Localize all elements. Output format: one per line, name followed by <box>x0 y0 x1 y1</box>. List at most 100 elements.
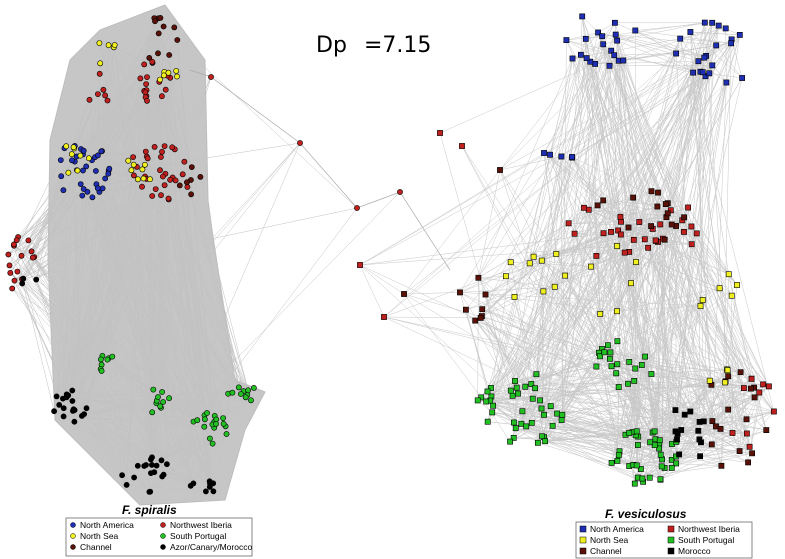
edge <box>131 170 227 435</box>
edge <box>618 45 717 61</box>
edge <box>146 100 156 190</box>
node-northwest-iberia <box>169 144 176 151</box>
node-north-america <box>728 40 734 47</box>
edge <box>649 453 753 478</box>
node-northwest-iberia <box>172 177 179 184</box>
f-spiralis-title: F. spiralis <box>122 503 177 517</box>
edge <box>532 398 539 443</box>
node-south-portugal <box>533 371 540 378</box>
node-north-sea <box>96 40 103 46</box>
node-south-portugal <box>220 415 226 421</box>
edge <box>63 190 233 393</box>
legend-marker <box>70 544 76 550</box>
node-south-portugal <box>648 371 655 377</box>
node-channel <box>479 306 486 313</box>
node-azor-canary-morocco <box>206 478 213 485</box>
edge <box>711 384 767 431</box>
edge <box>721 43 732 466</box>
edge <box>552 425 630 434</box>
node-channel <box>183 179 190 186</box>
edge <box>86 370 102 409</box>
node-south-portugal <box>651 428 658 435</box>
edge <box>72 410 205 427</box>
edge <box>716 45 743 79</box>
node-northwest-iberia <box>645 244 651 251</box>
edge <box>698 430 753 454</box>
node-south-portugal <box>538 405 545 412</box>
node-northwest-iberia <box>144 97 150 104</box>
node-azor-canary-morocco <box>678 427 685 433</box>
edge <box>702 299 741 373</box>
node-south-portugal <box>512 378 518 384</box>
edge <box>629 247 649 253</box>
edge <box>537 442 650 478</box>
node-channel <box>718 462 725 469</box>
edge <box>60 176 64 409</box>
edge <box>35 146 67 280</box>
node-north-sea <box>734 282 740 288</box>
edge <box>383 316 617 374</box>
node-northwest-iberia <box>208 74 214 80</box>
edge <box>536 291 544 375</box>
edge <box>647 247 775 412</box>
node-north-america <box>608 47 615 54</box>
edge <box>675 53 699 431</box>
edge <box>623 53 677 61</box>
node-south-portugal <box>549 422 556 429</box>
edge <box>725 28 727 83</box>
node-south-portugal <box>250 384 257 391</box>
edge <box>161 421 194 477</box>
node-northwest-iberia <box>86 96 93 103</box>
edge <box>601 348 744 389</box>
node-south-portugal <box>673 460 679 467</box>
edge <box>727 409 750 447</box>
edge <box>81 179 171 416</box>
edge <box>698 61 705 422</box>
edge <box>541 34 741 437</box>
node-channel <box>475 274 482 281</box>
edge <box>565 240 656 276</box>
edge <box>649 77 743 478</box>
node-azor-canary-morocco <box>69 398 76 404</box>
node-south-portugal <box>204 410 210 416</box>
edge <box>541 36 603 261</box>
edge <box>8 33 159 255</box>
edge <box>107 359 162 461</box>
node-northwest-iberia <box>144 74 150 80</box>
edge <box>478 277 551 407</box>
edge <box>514 252 625 382</box>
edge <box>459 34 616 293</box>
node-azor-canary-morocco <box>134 462 141 469</box>
edge <box>590 61 643 479</box>
node-north-america <box>587 58 594 65</box>
node-azor-canary-morocco <box>681 411 688 418</box>
node-south-portugal <box>98 368 105 374</box>
legend-label: Northwest Iberia <box>678 524 740 534</box>
node-south-portugal <box>478 394 485 401</box>
node-channel <box>745 459 751 466</box>
edge <box>213 426 226 492</box>
edge <box>703 65 713 422</box>
node-south-portugal <box>507 438 513 445</box>
edge <box>657 34 741 207</box>
edge <box>486 240 656 402</box>
edge <box>703 369 728 422</box>
edge <box>561 224 661 421</box>
edge <box>655 240 729 275</box>
node-northwest-iberia <box>652 237 659 244</box>
node-south-portugal <box>608 459 615 466</box>
edge <box>549 54 582 155</box>
edge <box>13 245 139 466</box>
edge <box>97 155 159 398</box>
node-channel <box>654 203 661 210</box>
node-south-portugal <box>626 430 633 436</box>
node-south-portugal <box>523 423 530 430</box>
edge <box>618 60 683 221</box>
node-north-sea <box>130 161 137 168</box>
node-azor-canary-morocco <box>210 488 217 495</box>
legend-marker <box>160 544 166 550</box>
node-south-portugal <box>474 397 481 404</box>
dp-value: =7.15 <box>364 33 431 58</box>
node-northwest-iberia <box>7 269 14 276</box>
node-south-portugal <box>638 362 645 368</box>
